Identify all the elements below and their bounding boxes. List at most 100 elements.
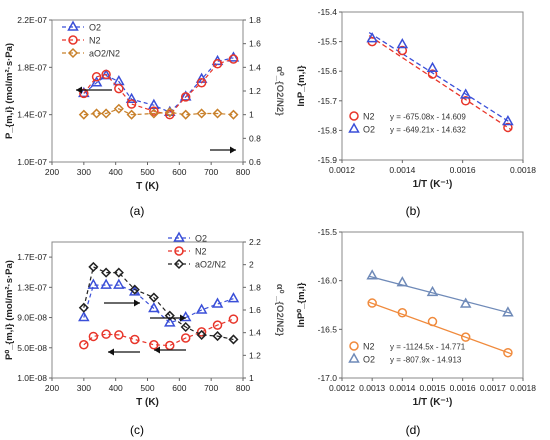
data-point <box>164 316 176 327</box>
data-point <box>180 333 191 343</box>
y-tick-label: -16.0 <box>318 276 338 286</box>
data-point <box>79 340 89 350</box>
y-tick-label: 1.7E-07 <box>17 252 47 262</box>
x-axis-label: 1/T (K⁻¹) <box>413 179 453 190</box>
y-tick-label: 9.0E-08 <box>17 313 47 323</box>
annotation-arrow <box>76 86 112 94</box>
y-axis-label: lnP⁰_{m,i} <box>296 282 307 327</box>
y-axis-label: P_{m,i} (mol/m²·s·Pa) <box>4 43 15 139</box>
y-tick-label: 1.8E-07 <box>17 62 47 72</box>
data-point <box>164 310 175 321</box>
x-tick-label: 0.0012 <box>329 165 355 175</box>
legend-label: N2 <box>195 247 207 257</box>
data-point <box>148 301 160 313</box>
y-tick-label: -16.5 <box>318 324 338 334</box>
data-point <box>91 108 102 119</box>
data-point <box>196 77 207 88</box>
y-tick-label: -17.0 <box>318 373 338 383</box>
data-point <box>179 90 192 101</box>
y2-tick-label: 1.8 <box>249 282 261 292</box>
y-tick-label: -15.8 <box>318 125 338 135</box>
series-line <box>83 108 234 116</box>
data-point <box>113 75 125 86</box>
data-point <box>126 99 137 109</box>
data-point <box>196 327 207 337</box>
data-point <box>149 340 159 350</box>
legend-label: N2 <box>89 36 101 46</box>
data-point <box>148 98 160 109</box>
caption-d: (d) <box>406 423 421 437</box>
y2-tick-label: 1.4 <box>249 328 261 338</box>
data-point <box>196 329 207 340</box>
data-point <box>114 83 124 94</box>
x-tick-label: 0.0016 <box>450 165 476 175</box>
data-point <box>101 329 111 339</box>
caption-a: (a) <box>130 204 145 218</box>
y-tick-label: -15.9 <box>318 155 338 165</box>
legend-label: O2 <box>363 125 375 135</box>
legend-label: aO2/N2 <box>89 49 120 59</box>
data-point <box>180 109 191 120</box>
data-point <box>91 72 102 82</box>
legend-marker <box>348 352 360 363</box>
data-point <box>165 109 175 120</box>
y-axis-label: P⁰_{m,i} (mol/m²·s·Pa) <box>4 260 15 360</box>
fit-equation: y = -807.9x - 14.913 <box>390 356 462 365</box>
x-tick-label: 0.0017 <box>480 383 506 393</box>
data-point <box>503 122 513 133</box>
annotation-arrow <box>150 314 186 322</box>
data-point <box>149 106 159 116</box>
y-tick-label: -15.5 <box>318 37 338 47</box>
data-point <box>148 108 159 119</box>
fit-line <box>368 275 512 314</box>
fit-line <box>368 35 512 131</box>
data-point <box>129 284 140 295</box>
chart-panel: -17.0 -16.5 -16.0 -15.5 0.0012 0.0013 0.0014 0.… <box>296 227 536 408</box>
data-point <box>459 297 472 308</box>
x-tick-label: 0.0012 <box>329 383 355 393</box>
x-tick-label: 800 <box>236 167 250 177</box>
data-point <box>227 292 240 303</box>
annotation-arrow <box>108 348 140 356</box>
data-point <box>101 267 112 278</box>
data-point <box>90 76 103 87</box>
data-point <box>196 108 207 119</box>
x-tick-label: 0.0018 <box>510 383 536 393</box>
x-tick-label: 600 <box>172 383 186 393</box>
x-tick-label: 400 <box>109 383 123 393</box>
data-point <box>502 306 514 317</box>
legend-marker <box>349 341 359 351</box>
data-point <box>503 347 513 358</box>
data-point <box>212 108 223 119</box>
data-point <box>125 92 138 104</box>
legend-marker <box>173 231 185 242</box>
x-tick-label: 700 <box>204 167 218 177</box>
data-point <box>88 261 99 272</box>
y2-tick-label: 1.4 <box>249 62 261 72</box>
chart-panel: -15.9 -15.8 -15.7 -15.6 -15.5 -15.4 0.0012 0.00… <box>296 7 536 190</box>
x-axis-label: T (K) <box>136 397 159 408</box>
x-tick-label: 0.0015 <box>420 383 446 393</box>
annotation-arrow <box>104 299 140 307</box>
y-axis-label: lnP_{m,i} <box>296 65 307 106</box>
y-tick-label: 1.3E-07 <box>17 282 47 292</box>
legend-label: O2 <box>363 355 375 365</box>
data-point <box>148 292 159 303</box>
data-point <box>211 297 224 308</box>
y-tick-label: 2.2E-07 <box>17 15 47 25</box>
y2-axis-label: α⁰_{O2/N2} <box>274 66 285 116</box>
data-point <box>130 334 140 345</box>
x-tick-label: 300 <box>77 383 91 393</box>
data-point <box>212 320 223 330</box>
x-tick-label: 700 <box>204 383 218 393</box>
x-tick-label: 600 <box>172 167 186 177</box>
x-tick-label: 800 <box>236 383 250 393</box>
data-point <box>459 88 472 99</box>
legend-marker <box>173 258 185 270</box>
data-point <box>212 331 223 342</box>
chart-panel: 1.0E-07 1.4E-07 1.8E-07 2.2E-07 200 300 400 500… <box>4 15 285 192</box>
x-tick-label: 0.0018 <box>510 165 536 175</box>
annotation-arrow <box>210 146 236 154</box>
caption-c: (c) <box>130 423 144 437</box>
